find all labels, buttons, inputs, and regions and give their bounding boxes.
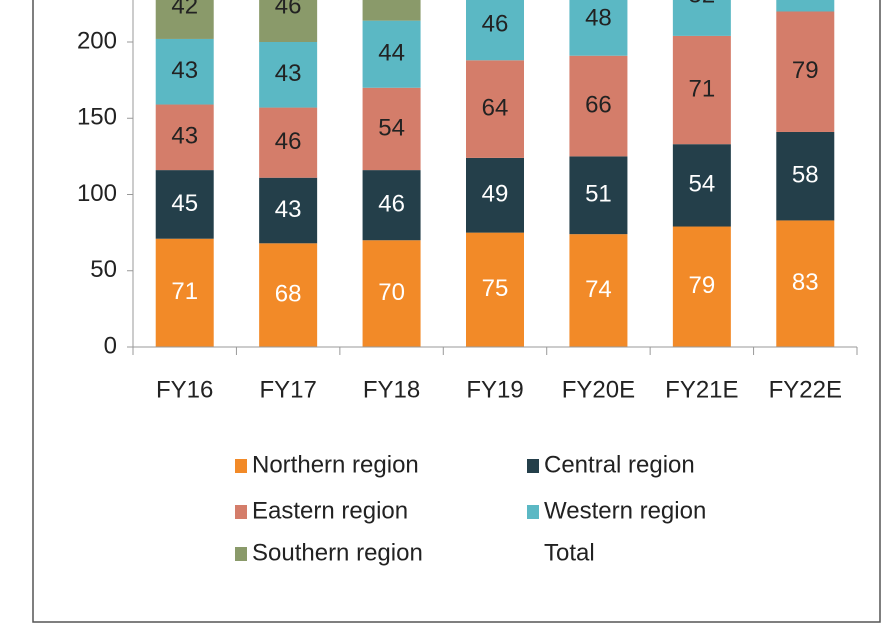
bar-segment (155, 0, 214, 39)
data-label: 42 (171, 0, 198, 19)
legend-swatch (235, 459, 247, 473)
legend-label: Southern region (252, 539, 423, 566)
data-label: 71 (689, 75, 716, 102)
legend-label: Western region (544, 497, 706, 524)
bar-segment (259, 177, 318, 244)
data-label: 51 (585, 181, 612, 208)
data-label: 49 (482, 181, 509, 208)
bar-segment (362, 170, 421, 241)
data-label: 43 (275, 196, 302, 223)
bar-segment (466, 60, 524, 158)
bar-segment (259, 42, 318, 108)
bar-segment (362, 87, 421, 171)
bar-segment (672, 35, 731, 145)
x-tick-label: FY20E (562, 376, 635, 403)
data-label: 79 (689, 272, 716, 299)
bar-segment (569, 156, 628, 235)
bar-segment (672, 226, 731, 347)
bar-segment (776, 131, 835, 221)
bar-segment (259, 0, 318, 43)
data-label: 44 (378, 40, 405, 67)
bar-segment (466, 0, 524, 61)
x-tick-label: FY17 (259, 376, 316, 403)
bar-segment (155, 170, 214, 239)
bar-segment (362, 0, 421, 21)
data-label: 43 (171, 57, 198, 84)
x-tick-label: FY19 (466, 376, 523, 403)
bar-segment (155, 104, 214, 171)
data-label: 68 (275, 280, 302, 307)
data-label: 46 (378, 191, 405, 218)
data-label: 48 (585, 4, 612, 31)
bar-segment (776, 220, 835, 347)
data-label: 66 (585, 91, 612, 118)
x-tick-label: FY22E (769, 376, 842, 403)
data-label: 70 (378, 279, 405, 306)
legend-swatch (235, 547, 247, 561)
bar-segment (155, 238, 214, 347)
data-label: 58 (792, 162, 819, 189)
frame (32, 0, 881, 623)
y-tick-label: 50 (90, 256, 117, 283)
legend-label: Eastern region (252, 497, 408, 524)
bar-segment (259, 243, 318, 347)
legend-swatch (527, 459, 539, 473)
data-label: 43 (171, 123, 198, 150)
data-label: 64 (482, 94, 509, 121)
plot-area: 7145434342684346434670465444447549644645… (155, 0, 835, 347)
bar-segment (259, 107, 318, 178)
bar-segment (569, 0, 628, 56)
legend-swatch (235, 505, 247, 519)
x-tick-label: FY21E (665, 376, 738, 403)
bar-segment (466, 232, 524, 347)
data-label: 79 (792, 57, 819, 84)
data-label: 46 (275, 0, 302, 19)
data-label: 75 (482, 275, 509, 302)
legend-swatch (527, 505, 539, 519)
data-label: 46 (275, 128, 302, 155)
data-label: 46 (482, 11, 509, 38)
y-tick-label: 150 (77, 104, 117, 131)
bar-segment (672, 144, 731, 227)
x-tick-label: FY16 (156, 376, 213, 403)
legend-label: Northern region (252, 451, 419, 478)
data-label: 83 (792, 269, 819, 296)
data-label: 54 (378, 114, 405, 141)
data-label: 54 (689, 171, 716, 198)
bar-segment (466, 157, 524, 233)
data-label: 74 (585, 276, 612, 303)
bar-segment (776, 11, 835, 132)
bar-segment (672, 0, 731, 36)
bar-segment (569, 55, 628, 157)
data-label: 52 (689, 0, 716, 9)
bar-segment (155, 38, 214, 105)
data-label: 71 (171, 278, 198, 305)
legend-label: Central region (544, 451, 695, 478)
legend-label: Total (544, 539, 595, 566)
y-tick-label: 0 (104, 332, 117, 359)
bar-segment (362, 20, 421, 88)
y-tick-label: 200 (77, 27, 117, 54)
x-tick-label: FY18 (363, 376, 420, 403)
y-tick-label: 100 (77, 180, 117, 207)
bar-segment (362, 240, 421, 347)
bar-segment (776, 0, 835, 12)
data-label: 43 (275, 60, 302, 87)
data-label: 45 (171, 190, 198, 217)
bar-segment (569, 234, 628, 347)
